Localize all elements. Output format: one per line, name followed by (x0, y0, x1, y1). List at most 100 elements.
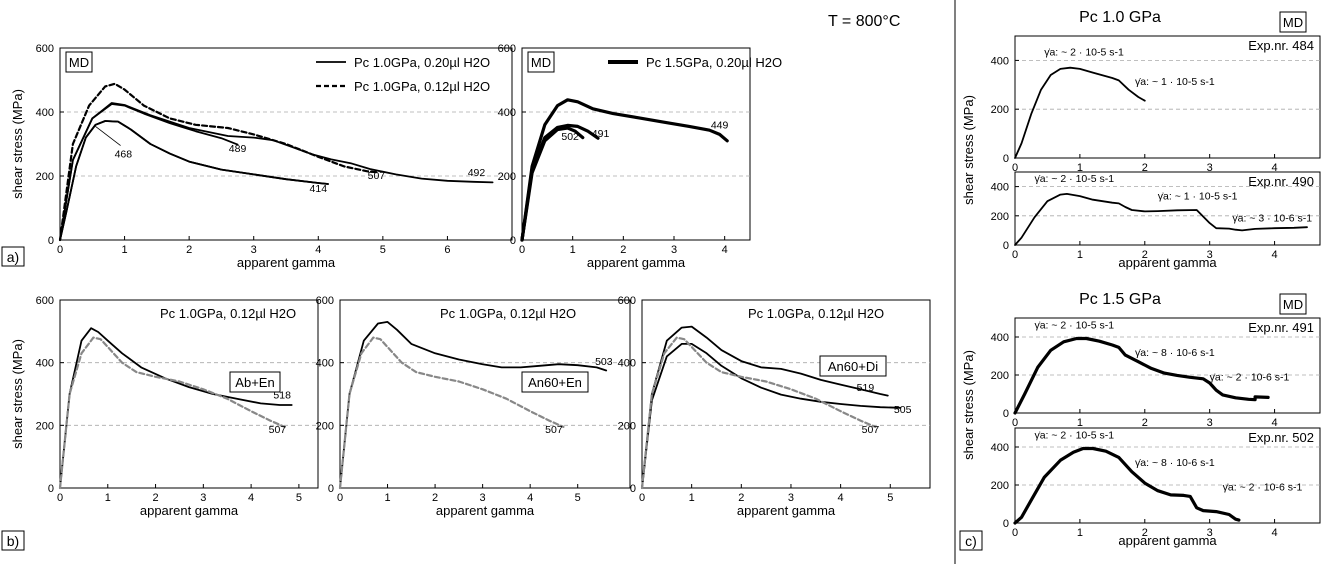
plot-frame (59, 47, 513, 241)
series-label-519: 519 (857, 382, 875, 394)
x-tick-label: 3 (788, 492, 794, 504)
x-tick-label: 0 (1012, 527, 1018, 539)
y-tick-label: 200 (36, 420, 54, 432)
chart-a1: 0 200 400 600 0 1 2 3 4 5 6 apparent gamma shear str… (10, 43, 513, 270)
panel-letter-frame (1, 246, 25, 267)
boxed-label: MD (1283, 15, 1303, 30)
legend-label: Pc 1.0GPa, 0.20µl H2O (354, 55, 490, 70)
x-tick-label: 2 (432, 492, 438, 504)
y-tick-label: 200 (36, 171, 54, 183)
x-tick-label: 5 (380, 244, 386, 256)
x-tick-label: 0 (57, 244, 63, 256)
condition-label: Pc 1.0GPa, 0.12µl H2O (160, 306, 296, 321)
x-axis-title: apparent gamma (737, 503, 836, 518)
label-callout (95, 126, 121, 146)
panel-letter: b) (7, 533, 19, 549)
series-line-518 (59, 327, 293, 489)
y-tick-label: 0 (630, 483, 636, 495)
series-label-414: 414 (310, 183, 328, 195)
x-axis-title: apparent gamma (436, 503, 535, 518)
plot-frame (339, 299, 631, 489)
x-tick-label: 0 (1012, 249, 1018, 261)
y-tick-label: 600 (498, 43, 516, 55)
x-tick-label: 4 (1272, 527, 1278, 539)
x-tick-label: 1 (689, 492, 695, 504)
boxed-label-frame (65, 51, 93, 73)
x-tick-label: 2 (186, 244, 192, 256)
series-line-505 (641, 343, 902, 489)
x-tick-label: 4 (1272, 162, 1278, 174)
x-tick-label: 3 (1207, 249, 1213, 261)
series-label-491: 491 (592, 128, 610, 140)
x-tick-label: 4 (248, 492, 254, 504)
y-tick-label: 200 (991, 370, 1009, 382)
condition-label: Pc 1.0GPa, 0.12µl H2O (748, 306, 884, 321)
experiment-label: Exp.nr. 502 (1248, 430, 1314, 445)
panel-letter-group: b) (1, 530, 25, 551)
series-label-507: 507 (368, 170, 386, 182)
x-axis-title: apparent gamma (587, 255, 686, 270)
boxed-label-frame (1279, 11, 1307, 33)
y-tick-label: 400 (316, 358, 334, 370)
series-label-468: 468 (115, 149, 133, 161)
series-label-489: 489 (229, 143, 247, 155)
x-tick-label: 4 (838, 492, 844, 504)
panel-letter-group: a) (1, 246, 25, 267)
y-tick-label: 400 (991, 182, 1009, 194)
y-tick-label: 200 (991, 211, 1009, 223)
boxed-label: MD (531, 55, 551, 70)
chart-b2: 0 200 400 600 0 1 2 3 4 5 apparent gamma 503 507 An60… (316, 295, 631, 518)
y-axis-title: shear stress (MPa) (961, 95, 976, 205)
x-axis-title: apparent gamma (237, 255, 336, 270)
y-tick-label: 400 (991, 55, 1009, 67)
x-tick-label: 0 (519, 244, 525, 256)
x-tick-label: 3 (1207, 417, 1213, 429)
boxed-label-frame (819, 355, 887, 377)
y-tick-label: 0 (48, 235, 54, 247)
x-tick-label: 3 (200, 492, 206, 504)
y-tick-label: 200 (316, 420, 334, 432)
experiment-label: Exp.nr. 491 (1248, 320, 1314, 335)
chart-b3: 0 200 400 600 0 1 2 3 4 5 apparent gamma 519 505 507 A… (618, 295, 931, 518)
strain-rate-label: γ̇a: ~ 8 · 10-6 s-1 (1135, 457, 1215, 469)
y-tick-label: 600 (36, 295, 54, 307)
x-tick-label: 4 (722, 244, 728, 256)
x-tick-label: 0 (337, 492, 343, 504)
series-label-449: 449 (711, 120, 729, 132)
chart-b1: 0 200 400 600 0 1 2 3 4 5 apparent gamma shear stre… (10, 295, 319, 518)
x-tick-label: 6 (444, 244, 450, 256)
boxed-label: An60+En (528, 375, 582, 390)
strain-rate-label: γ̇a: ~ 2 · 10-5 s-1 (1044, 47, 1124, 59)
y-tick-label: 400 (36, 107, 54, 119)
series-label-505: 505 (894, 404, 912, 416)
series-line-491 (520, 123, 600, 242)
strain-rate-label: γ̇a: ~ 8 · 10-6 s-1 (1135, 347, 1215, 359)
x-tick-label: 2 (1142, 162, 1148, 174)
y-tick-label: 200 (498, 171, 516, 183)
boxed-label: MD (1283, 297, 1303, 312)
x-tick-label: 2 (1142, 417, 1148, 429)
plot-frame (1014, 317, 1321, 414)
x-tick-label: 0 (1012, 417, 1018, 429)
y-axis-title: shear stress (MPa) (10, 339, 25, 449)
y-axis-title: shear stress (MPa) (10, 89, 25, 199)
series-label-507: 507 (862, 424, 880, 436)
y-tick-label: 400 (991, 332, 1009, 344)
boxed-label: An60+Di (828, 359, 878, 374)
x-tick-label: 4 (1272, 249, 1278, 261)
series-line-507 (58, 82, 378, 242)
plot-frame (521, 47, 751, 241)
series-line-484 (1014, 66, 1146, 159)
x-tick-label: 3 (1207, 162, 1213, 174)
x-tick-label: 1 (1077, 249, 1083, 261)
x-tick-label: 2 (152, 492, 158, 504)
x-axis-title: apparent gamma (140, 503, 239, 518)
series-line-519 (641, 325, 889, 489)
series-line-491 (1013, 336, 1270, 415)
series-line-468 (59, 120, 329, 241)
x-tick-label: 0 (57, 492, 63, 504)
boxed-label-frame (527, 51, 555, 73)
legend-label: Pc 1.0GPa, 0.12µl H2O (354, 79, 490, 94)
panel-title: Pc 1.5 GPa (1079, 291, 1161, 308)
x-tick-label: 0 (1012, 162, 1018, 174)
